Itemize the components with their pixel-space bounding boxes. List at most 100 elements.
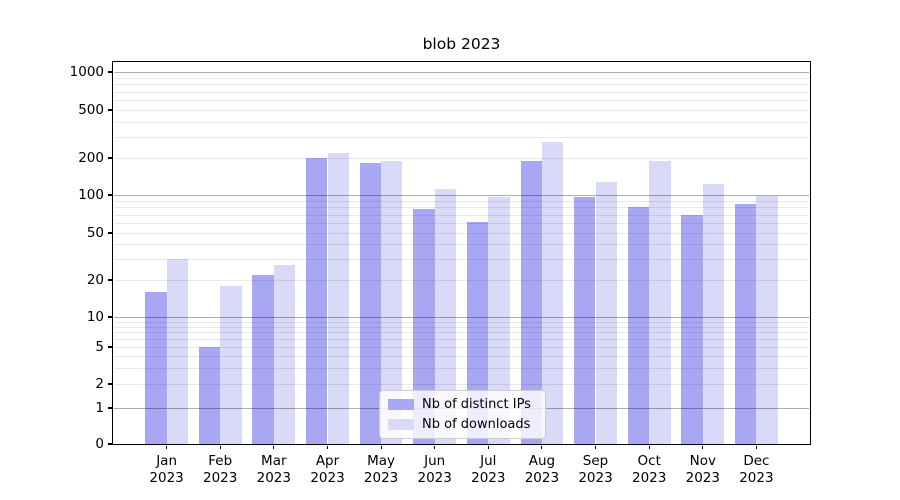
x-tick-label: Mar 2023: [256, 453, 291, 486]
major-gridline: [113, 195, 810, 196]
y-tick-label: 5: [95, 339, 104, 355]
y-tick-label: 1: [95, 400, 104, 416]
x-tick-mark: [326, 445, 329, 450]
x-tick-mark: [755, 445, 757, 450]
y-tick-mark: [108, 383, 113, 385]
x-tick-label: Jan 2023: [149, 453, 184, 486]
bar-distinct-ips-nov: [681, 214, 703, 444]
bar-downloads-sep: [595, 181, 617, 444]
y-tick-label: 200: [78, 150, 104, 166]
x-tick-label: May 2023: [363, 453, 399, 486]
x-tick-mark: [273, 445, 275, 450]
x-tick-mark: [594, 445, 597, 450]
bar-downloads-jun: [434, 189, 457, 444]
x-tick-label: Aug 2023: [524, 453, 560, 486]
minor-gridline: [113, 200, 810, 202]
bar-distinct-ips-mar: [252, 275, 274, 444]
bar-downloads-oct: [649, 161, 671, 444]
minor-gridline: [113, 100, 810, 101]
x-tick-mark: [166, 445, 168, 450]
major-gridline: [113, 317, 810, 318]
x-tick-label: Nov 2023: [685, 453, 720, 486]
bar-downloads-apr: [327, 153, 349, 444]
y-tick-mark: [108, 279, 113, 281]
minor-gridline: [113, 367, 810, 369]
minor-gridline: [113, 84, 810, 86]
y-tick-label: 10: [86, 309, 104, 325]
bar-distinct-ips-jan: [145, 291, 167, 444]
x-tick-mark: [648, 445, 650, 450]
y-tick-mark: [108, 443, 113, 445]
bar-distinct-ips-jul: [466, 222, 489, 444]
legend-label: Nb of downloads: [422, 417, 531, 432]
x-tick-label: Apr 2023: [310, 453, 345, 486]
legend: Nb of distinct IPs Nb of downloads: [379, 390, 546, 439]
legend-item-distinct-ips: Nb of distinct IPs: [388, 397, 537, 412]
x-tick-mark: [702, 445, 704, 450]
bar-distinct-ips-feb: [198, 347, 221, 444]
x-tick-mark: [434, 445, 436, 450]
minor-gridline: [113, 233, 810, 234]
bar-downloads-jan: [166, 259, 188, 444]
x-tick-label: Jun 2023: [417, 453, 452, 486]
y-tick-label: 50: [86, 225, 104, 241]
minor-gridline: [113, 121, 810, 123]
bar-downloads-feb: [220, 285, 242, 444]
x-tick-label: Oct 2023: [632, 453, 667, 486]
y-tick-mark: [108, 109, 113, 111]
bar-distinct-ips-dec: [734, 203, 757, 444]
y-tick-label: 2: [95, 376, 104, 392]
x-tick-label: Dec 2023: [739, 453, 774, 486]
minor-gridline: [113, 347, 810, 348]
minor-gridline: [113, 244, 810, 246]
chart-title: blob 2023: [422, 35, 501, 53]
major-gridline: [113, 72, 810, 73]
y-tick-mark: [108, 194, 113, 196]
x-tick-mark: [487, 445, 489, 450]
y-tick-label: 500: [78, 102, 104, 118]
legend-item-downloads: Nb of downloads: [388, 417, 537, 432]
minor-gridline: [113, 77, 810, 79]
bar-distinct-ips-apr: [306, 157, 328, 444]
x-tick-label: Sep 2023: [578, 453, 613, 486]
bar-distinct-ips-aug: [520, 160, 542, 444]
y-tick-mark: [108, 232, 113, 234]
minor-gridline: [113, 321, 810, 323]
minor-gridline: [113, 384, 810, 385]
x-tick-mark: [541, 445, 543, 450]
y-tick-label: 100: [78, 187, 104, 203]
y-tick-mark: [108, 316, 113, 318]
bar-downloads-dec: [756, 196, 778, 444]
y-tick-mark: [108, 71, 113, 73]
x-tick-mark: [380, 445, 382, 450]
bar-downloads-aug: [541, 142, 564, 444]
y-tick-mark: [108, 346, 113, 348]
bar-distinct-ips-may: [359, 163, 381, 444]
minor-gridline: [113, 110, 810, 111]
x-tick-label: Feb 2023: [203, 453, 238, 486]
minor-gridline: [113, 214, 810, 216]
legend-swatch-icon: [388, 399, 414, 410]
y-tick-label: 1000: [69, 64, 104, 80]
plot-border: [112, 61, 811, 445]
bar-downloads-jul: [488, 197, 510, 444]
y-tick-mark: [108, 407, 113, 409]
legend-label: Nb of distinct IPs: [422, 397, 531, 412]
minor-gridline: [113, 91, 810, 93]
bar-downloads-nov: [702, 183, 725, 444]
bar-distinct-ips-jun: [413, 208, 435, 444]
minor-gridline: [113, 259, 810, 261]
y-tick-mark: [108, 157, 113, 159]
minor-gridline: [113, 158, 810, 159]
minor-gridline: [113, 339, 810, 341]
y-tick-label: 20: [86, 272, 104, 288]
bar-downloads-may: [381, 160, 403, 444]
minor-gridline: [113, 223, 810, 224]
x-tick-mark: [219, 445, 221, 450]
legend-swatch-icon: [388, 419, 414, 430]
bar-distinct-ips-oct: [627, 207, 650, 444]
minor-gridline: [113, 332, 810, 334]
minor-gridline: [113, 136, 810, 138]
bar-distinct-ips-sep: [574, 196, 596, 444]
minor-gridline: [113, 207, 810, 209]
